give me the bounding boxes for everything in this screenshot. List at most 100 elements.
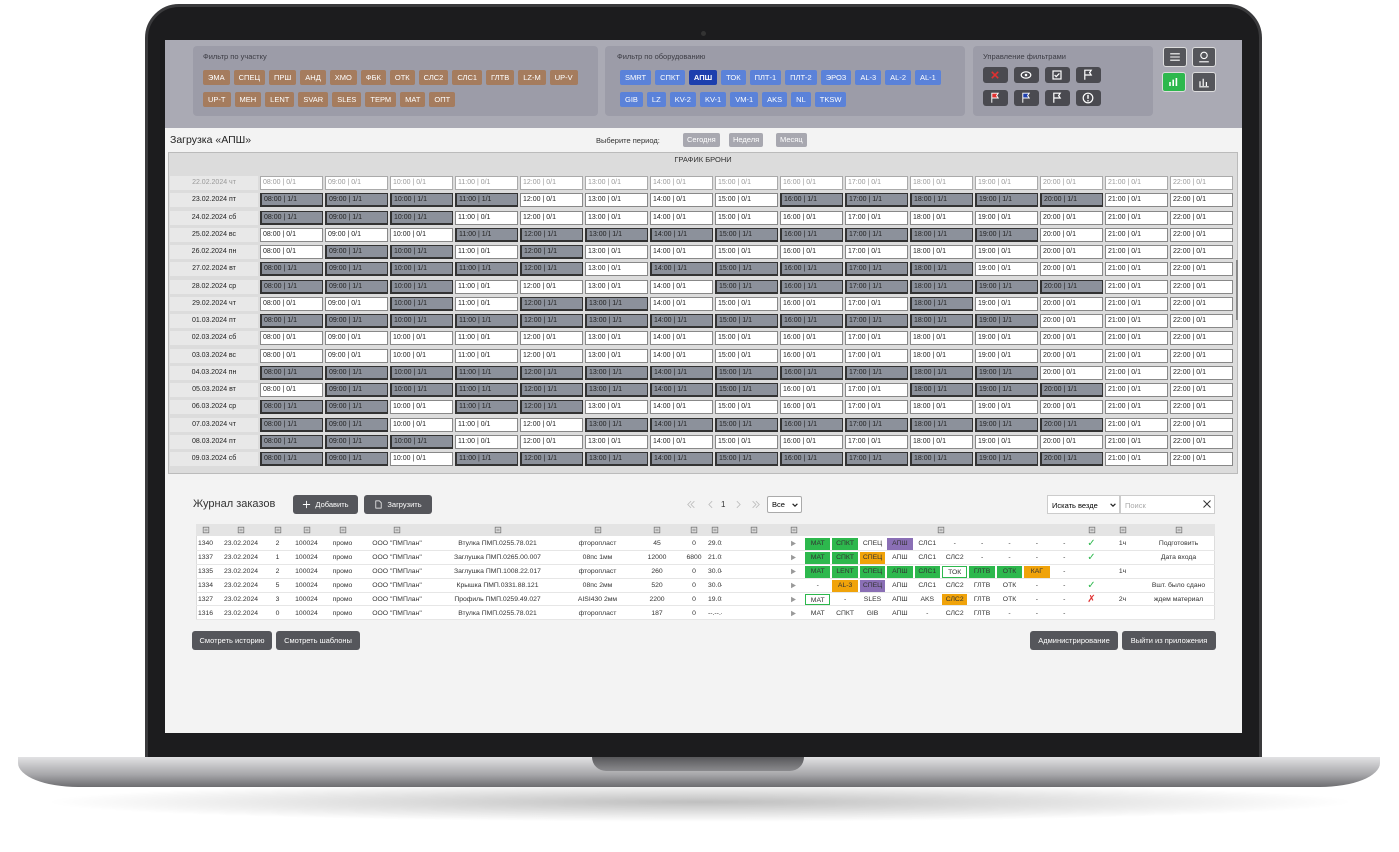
schedule-slot[interactable]: 16:00 | 1/1 <box>780 314 843 328</box>
schedule-slot[interactable]: 17:00 | 0/1 <box>845 176 908 190</box>
schedule-slot[interactable]: 13:00 | 0/1 <box>585 400 648 415</box>
schedule-slot[interactable]: 18:00 | 1/1 <box>910 383 973 397</box>
schedule-slot[interactable]: 11:00 | 1/1 <box>455 314 518 328</box>
schedule-slot[interactable]: 13:00 | 1/1 <box>585 383 648 397</box>
schedule-slot[interactable]: 21:00 | 0/1 <box>1105 279 1168 294</box>
schedule-slot[interactable]: 12:00 | 1/1 <box>520 400 583 415</box>
schedule-slot[interactable]: 14:00 | 0/1 <box>650 279 713 294</box>
schedule-slot[interactable]: 14:00 | 1/1 <box>650 417 713 432</box>
schedule-slot[interactable]: 18:00 | 1/1 <box>910 314 973 328</box>
filter-button[interactable]: ГЛТВ <box>486 70 515 85</box>
schedule-slot[interactable]: 10:00 | 1/1 <box>390 434 453 449</box>
schedule-slot[interactable]: 14:00 | 1/1 <box>650 262 713 277</box>
schedule-slot[interactable]: 09:00 | 1/1 <box>325 210 388 225</box>
open-stage-arrow[interactable] <box>790 568 797 575</box>
schedule-slot[interactable]: 11:00 | 0/1 <box>455 176 518 190</box>
stage-cell[interactable]: - <box>953 540 956 547</box>
stage-cell[interactable]: - <box>926 609 929 617</box>
schedule-slot[interactable]: 21:00 | 0/1 <box>1105 365 1168 380</box>
schedule-slot[interactable]: 09:00 | 1/1 <box>325 434 388 449</box>
schedule-slot[interactable]: 21:00 | 0/1 <box>1105 193 1168 208</box>
schedule-slot[interactable]: 08:00 | 1/1 <box>260 279 323 294</box>
schedule-slot[interactable]: 14:00 | 0/1 <box>650 210 713 225</box>
schedule-slot[interactable]: 09:00 | 1/1 <box>325 314 388 328</box>
schedule-slot[interactable]: 16:00 | 1/1 <box>780 279 843 294</box>
schedule-slot[interactable]: 11:00 | 0/1 <box>455 245 518 259</box>
schedule-slot[interactable]: 16:00 | 0/1 <box>780 434 843 449</box>
stage-cell[interactable]: - <box>980 540 984 547</box>
schedule-slot[interactable]: 20:00 | 1/1 <box>1040 279 1103 294</box>
schedule-slot[interactable]: 18:00 | 1/1 <box>910 296 973 311</box>
filter-button[interactable]: AL-3 <box>855 70 882 85</box>
filter-button[interactable]: ЭРОЗ <box>820 70 852 85</box>
schedule-slot[interactable]: 17:00 | 0/1 <box>845 383 908 397</box>
stage-cell[interactable]: LENT <box>832 565 858 578</box>
footer-button[interactable]: Смотреть историю <box>192 631 272 650</box>
schedule-slot[interactable]: 21:00 | 0/1 <box>1105 262 1168 277</box>
schedule-slot[interactable]: 13:00 | 1/1 <box>585 314 648 328</box>
open-stage-arrow[interactable] <box>790 610 797 617</box>
filter-button[interactable]: СЛС2 <box>418 70 449 85</box>
schedule-slot[interactable]: 09:00 | 1/1 <box>325 365 388 380</box>
schedule-slot[interactable]: 22:00 | 0/1 <box>1170 348 1233 363</box>
pager-arrow[interactable] <box>733 499 744 510</box>
schedule-slot[interactable]: 11:00 | 0/1 <box>455 434 518 449</box>
stage-cell[interactable]: - <box>1063 609 1066 617</box>
schedule-slot[interactable]: 11:00 | 1/1 <box>455 193 518 208</box>
schedule-slot[interactable]: 17:00 | 1/1 <box>845 279 908 294</box>
schedule-slot[interactable]: 11:00 | 1/1 <box>455 227 518 242</box>
schedule-slot[interactable]: 15:00 | 1/1 <box>715 417 778 432</box>
schedule-slot[interactable]: 21:00 | 0/1 <box>1105 383 1168 397</box>
pager-arrow[interactable] <box>705 499 716 510</box>
schedule-slot[interactable]: 08:00 | 1/1 <box>260 210 323 225</box>
schedule-slot[interactable]: 09:00 | 1/1 <box>325 193 388 208</box>
schedule-slot[interactable]: 15:00 | 0/1 <box>715 296 778 311</box>
schedule-slot[interactable]: 16:00 | 0/1 <box>780 331 843 346</box>
stage-cell[interactable]: ГЛТВ <box>973 595 991 603</box>
schedule-slot[interactable]: 21:00 | 0/1 <box>1105 245 1168 259</box>
filter-button[interactable]: UP-T <box>203 92 231 107</box>
schedule-slot[interactable]: 08:00 | 1/1 <box>260 417 323 432</box>
schedule-slot[interactable]: 17:00 | 1/1 <box>845 452 908 466</box>
add-button[interactable]: Добавить <box>293 495 358 514</box>
stage-cell[interactable]: - <box>1008 553 1011 561</box>
schedule-slot[interactable]: 08:00 | 1/1 <box>260 262 323 277</box>
stage-cell[interactable]: СЛС1 <box>914 565 940 578</box>
schedule-slot[interactable]: 18:00 | 0/1 <box>910 245 973 259</box>
clear-search[interactable] <box>1202 499 1212 509</box>
stage-cell[interactable]: - <box>1008 540 1011 547</box>
schedule-slot[interactable]: 09:00 | 1/1 <box>325 245 388 259</box>
filter-control-button[interactable] <box>983 67 1008 83</box>
footer-button[interactable]: Выйти из приложения <box>1122 631 1216 650</box>
schedule-slot[interactable]: 20:00 | 0/1 <box>1040 400 1103 415</box>
schedule-slot[interactable]: 14:00 | 1/1 <box>650 365 713 380</box>
schedule-slot[interactable]: 13:00 | 0/1 <box>585 434 648 449</box>
schedule-slot[interactable]: 17:00 | 0/1 <box>845 400 908 415</box>
schedule-slot[interactable]: 22:00 | 0/1 <box>1170 417 1233 432</box>
filter-control-button[interactable] <box>1076 90 1101 106</box>
open-stage-arrow[interactable] <box>790 540 797 547</box>
schedule-slot[interactable]: 10:00 | 1/1 <box>390 245 453 259</box>
stage-cell[interactable]: - <box>816 581 819 589</box>
schedule-slot[interactable]: 19:00 | 0/1 <box>975 400 1038 415</box>
schedule-slot[interactable]: 21:00 | 0/1 <box>1105 331 1168 346</box>
schedule-slot[interactable]: 14:00 | 0/1 <box>650 296 713 311</box>
schedule-slot[interactable]: 20:00 | 0/1 <box>1040 262 1103 277</box>
stage-cell[interactable]: СПЕЦ <box>859 579 886 592</box>
schedule-slot[interactable]: 18:00 | 0/1 <box>910 434 973 449</box>
schedule-slot[interactable]: 09:00 | 1/1 <box>325 383 388 397</box>
schedule-slot[interactable]: 12:00 | 0/1 <box>520 193 583 208</box>
stage-cell[interactable]: СПЕЦ <box>859 565 886 578</box>
stage-cell[interactable]: - <box>1035 581 1039 589</box>
schedule-slot[interactable]: 16:00 | 1/1 <box>780 417 843 432</box>
schedule-slot[interactable]: 11:00 | 0/1 <box>455 348 518 363</box>
schedule-slot[interactable]: 10:00 | 1/1 <box>390 193 453 208</box>
schedule-slot[interactable]: 10:00 | 0/1 <box>390 400 453 415</box>
filter-button[interactable]: LZ <box>646 92 666 107</box>
schedule-slot[interactable]: 22:00 | 0/1 <box>1170 400 1233 415</box>
filter-button[interactable]: МАТ <box>400 92 426 107</box>
page-size-select[interactable]: Все <box>767 496 802 513</box>
schedule-slot[interactable]: 10:00 | 1/1 <box>390 383 453 397</box>
schedule-slot[interactable]: 10:00 | 0/1 <box>390 331 453 346</box>
schedule-slot[interactable]: 20:00 | 1/1 <box>1040 417 1103 432</box>
